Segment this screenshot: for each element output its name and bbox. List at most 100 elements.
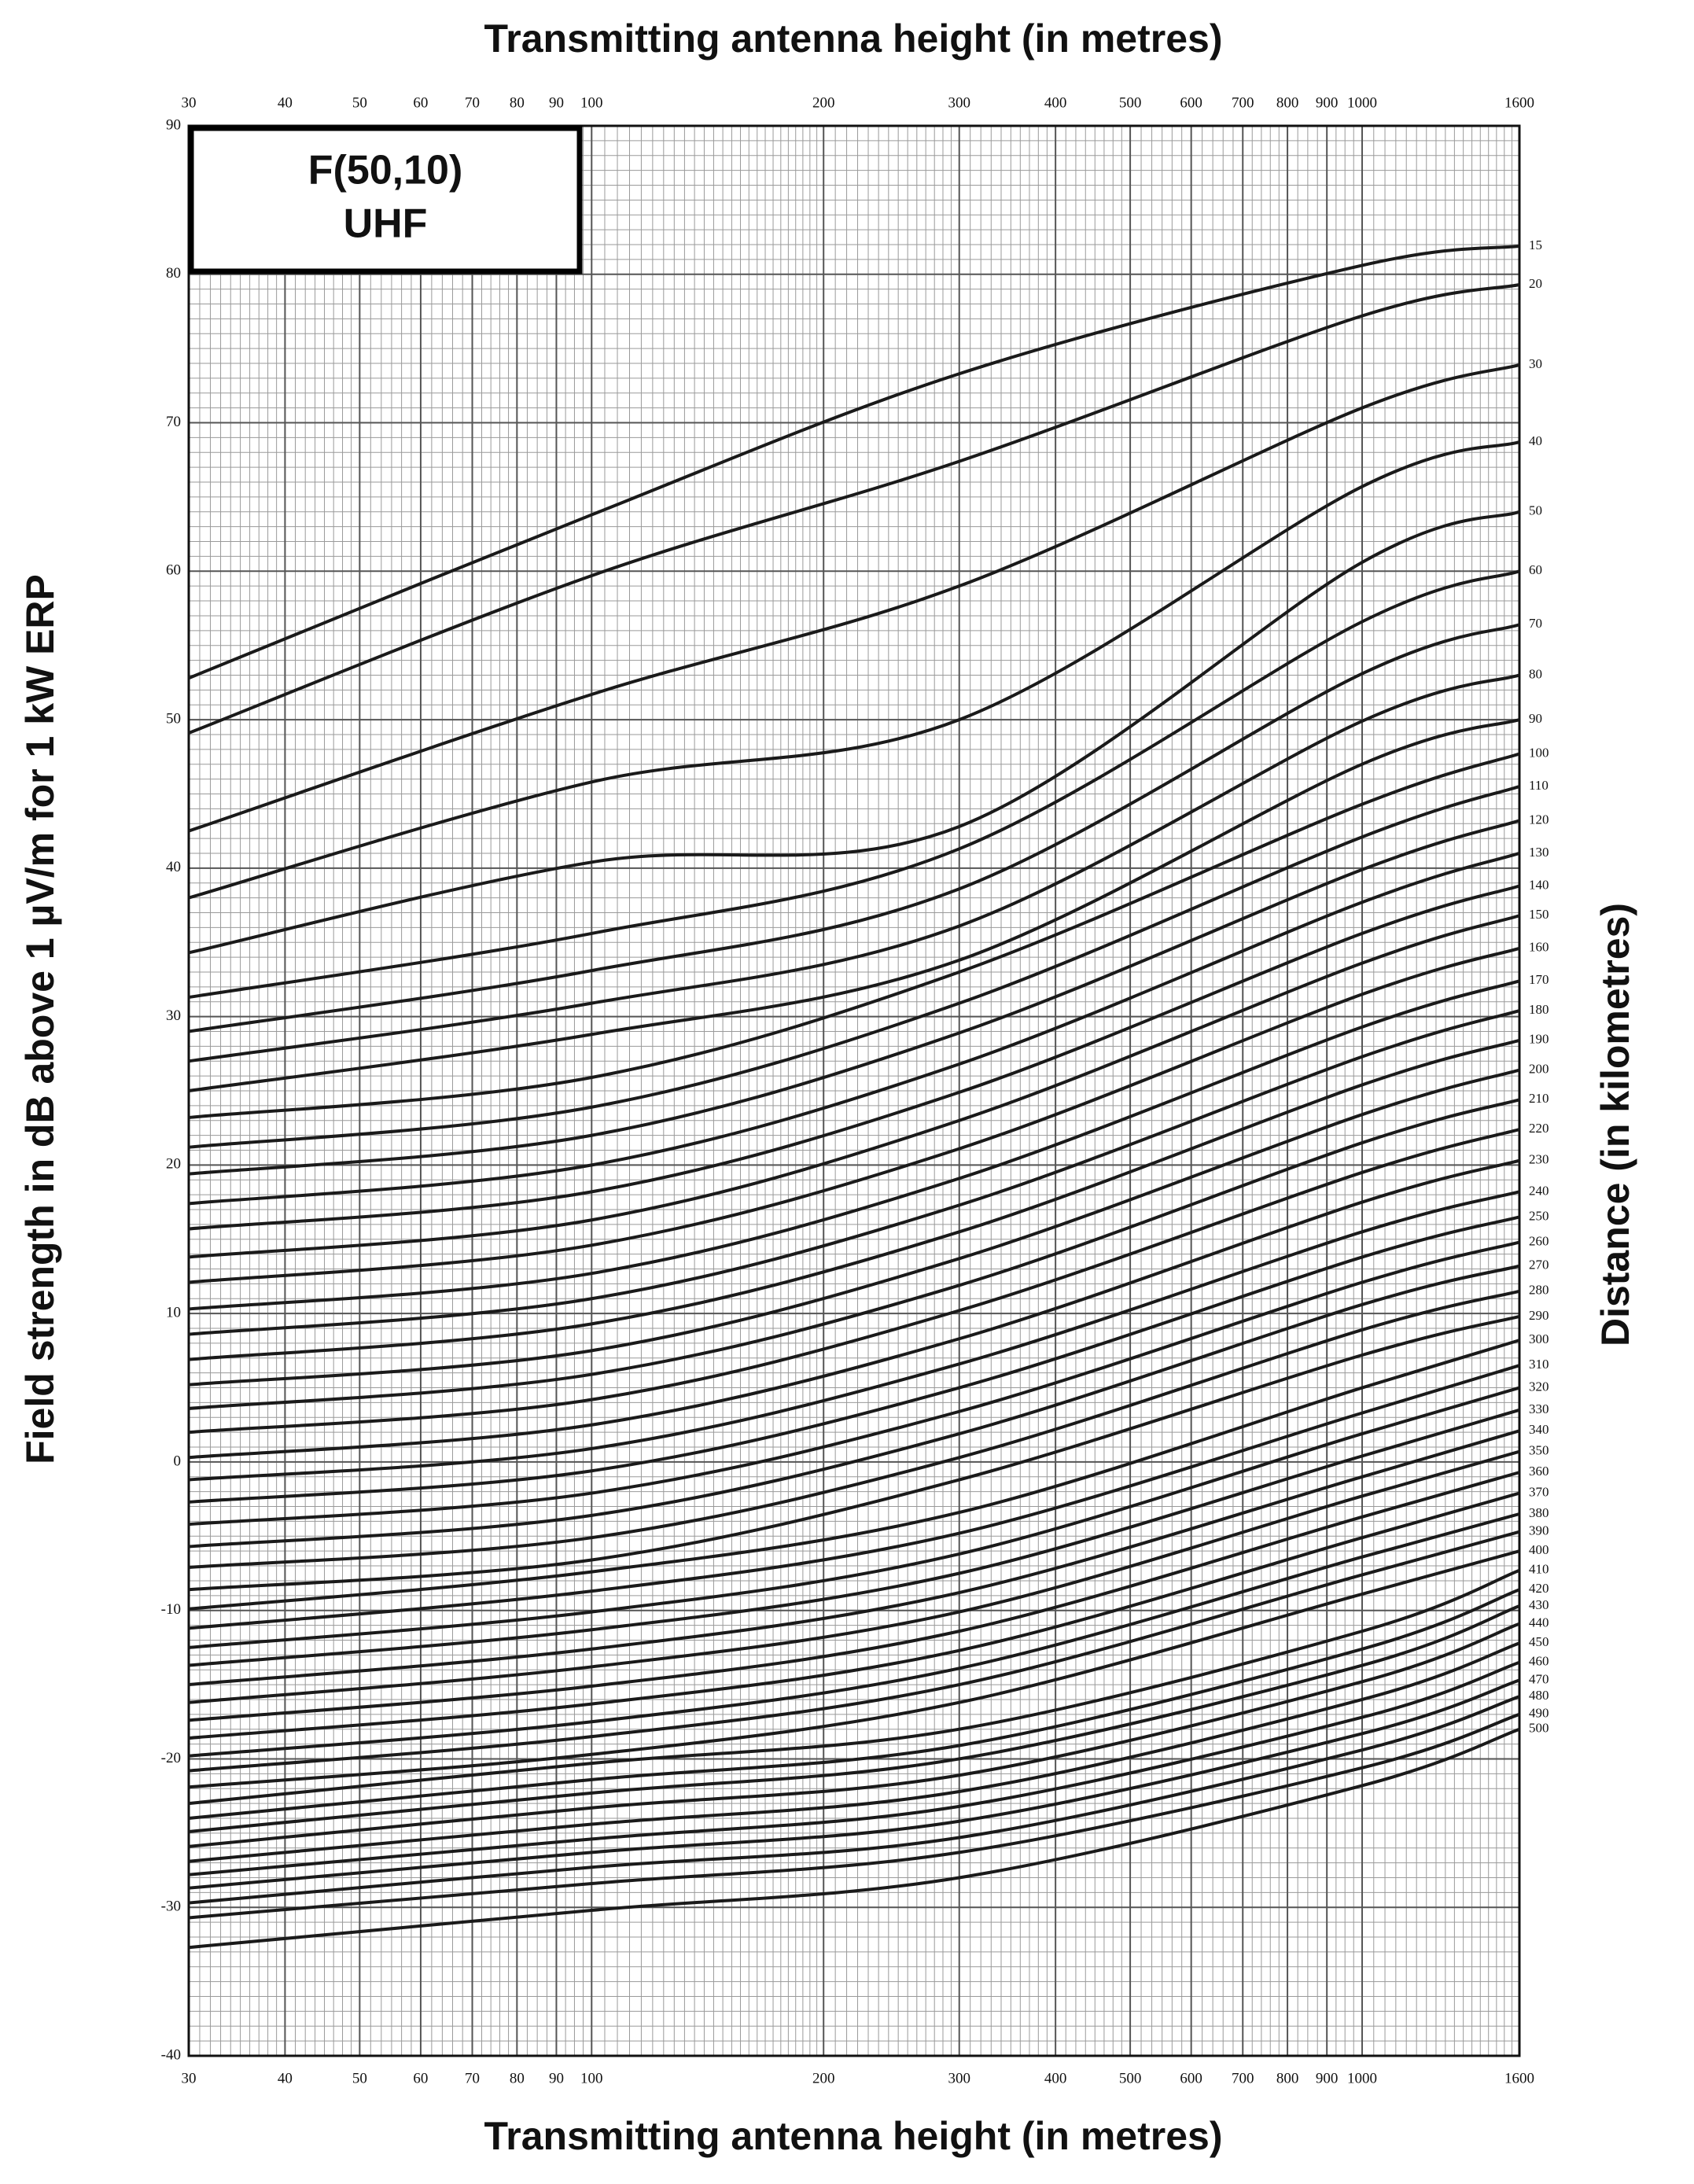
series-label: 100 [1529, 745, 1549, 760]
x-tick-label: 700 [1232, 94, 1254, 111]
series-label: 90 [1529, 711, 1542, 726]
curve [188, 1215, 1520, 1504]
x-tick-label: 900 [1316, 94, 1339, 111]
x-tick-label: 90 [549, 2070, 564, 2086]
curve [188, 1190, 1520, 1482]
series-label: 120 [1529, 812, 1549, 827]
curve [188, 1660, 1520, 1876]
annotation: UHF [344, 201, 428, 247]
curve [188, 623, 1520, 1033]
series-label: 490 [1529, 1706, 1549, 1721]
curve [188, 914, 1520, 1259]
series-label: 110 [1529, 778, 1549, 793]
curve [188, 1098, 1520, 1410]
series-label: 60 [1529, 562, 1542, 577]
curve [188, 1727, 1520, 1950]
x-tick-label: 500 [1119, 2070, 1142, 2086]
curve [188, 1038, 1520, 1361]
series-label: 280 [1529, 1283, 1549, 1298]
series-label: 30 [1529, 356, 1542, 371]
series-label: 15 [1529, 238, 1542, 252]
series-label: 200 [1529, 1061, 1549, 1076]
curve [188, 1158, 1520, 1460]
curve [188, 785, 1520, 1149]
curve [188, 946, 1520, 1284]
series-label: 310 [1529, 1357, 1549, 1372]
x-tick-label: 400 [1044, 2070, 1067, 2086]
x-tick-label: 40 [278, 2070, 293, 2086]
x-tick-label: 60 [413, 94, 428, 111]
x-tick-label: 50 [352, 94, 367, 111]
series-label: 160 [1529, 940, 1549, 955]
x-axis-label: Transmitting antenna height (in metres) [484, 2114, 1223, 2158]
curve [188, 852, 1520, 1206]
series-label: 220 [1529, 1121, 1549, 1136]
x-tick-label: 60 [413, 2070, 428, 2086]
series-label: 450 [1529, 1634, 1549, 1649]
curve [188, 569, 1520, 1000]
curve [188, 1339, 1520, 1611]
curve [188, 440, 1520, 900]
series-label: 240 [1529, 1183, 1549, 1198]
chart-title: Transmitting antenna height (in metres) [484, 17, 1223, 61]
series-label: 350 [1529, 1443, 1549, 1458]
x-tick-label: 30 [182, 2070, 197, 2086]
series-label: 140 [1529, 877, 1549, 892]
curve [188, 819, 1520, 1176]
curve [188, 1128, 1520, 1435]
x-tick-label: 900 [1316, 2070, 1339, 2086]
y-tick-label: -30 [161, 1899, 181, 1915]
curve [188, 1678, 1520, 1890]
annotation: F(50,10) [308, 148, 463, 193]
curve [188, 1622, 1520, 1848]
y-tick-label: 0 [174, 1453, 182, 1469]
x-tick-label: 100 [580, 94, 603, 111]
series-label: 370 [1529, 1484, 1549, 1499]
curve [188, 1068, 1520, 1387]
curve [188, 510, 1520, 955]
curve [188, 1491, 1520, 1740]
curve [188, 1429, 1520, 1687]
x-tick-label: 500 [1119, 94, 1142, 111]
y-tick-label: -10 [161, 1601, 181, 1618]
series-label: 20 [1529, 276, 1542, 291]
y-tick-label: 40 [166, 859, 181, 875]
series-label: 80 [1529, 666, 1542, 681]
x-tick-label: 300 [948, 2070, 970, 2086]
x-tick-label: 1000 [1347, 2070, 1377, 2086]
series-label: 360 [1529, 1464, 1549, 1479]
y-tick-label: 10 [166, 1305, 181, 1321]
series-label: 410 [1529, 1562, 1549, 1577]
x-tick-label: 50 [352, 2070, 367, 2086]
series-label: 250 [1529, 1208, 1549, 1223]
x-tick-label: 30 [182, 94, 197, 111]
curve [188, 979, 1520, 1311]
series-label: 50 [1529, 503, 1542, 518]
y-tick-label: 50 [166, 710, 181, 727]
x-tick-label: 1000 [1347, 94, 1377, 111]
x-tick-label: 100 [580, 2070, 603, 2086]
curve [188, 1264, 1520, 1549]
curve [188, 363, 1520, 833]
y-tick-label: 90 [166, 116, 181, 133]
curve [188, 1712, 1520, 1920]
series-label: 190 [1529, 1032, 1549, 1047]
curve [188, 283, 1520, 735]
curve [188, 1549, 1520, 1789]
x-tick-label: 300 [948, 94, 970, 111]
curve [188, 1408, 1520, 1667]
curve [188, 1588, 1520, 1820]
series-label: 290 [1529, 1308, 1549, 1323]
series-label: 460 [1529, 1654, 1549, 1669]
series-label: 270 [1529, 1258, 1549, 1272]
series-label: 230 [1529, 1152, 1549, 1167]
series-label: 340 [1529, 1422, 1549, 1437]
series-label: 500 [1529, 1721, 1549, 1736]
x-tick-label: 800 [1276, 94, 1299, 111]
curve [188, 1289, 1520, 1569]
curve [188, 752, 1520, 1119]
series-label: 150 [1529, 907, 1549, 922]
series-label: 210 [1529, 1091, 1549, 1106]
series-label: 40 [1529, 433, 1542, 448]
series-label: 480 [1529, 1688, 1549, 1703]
